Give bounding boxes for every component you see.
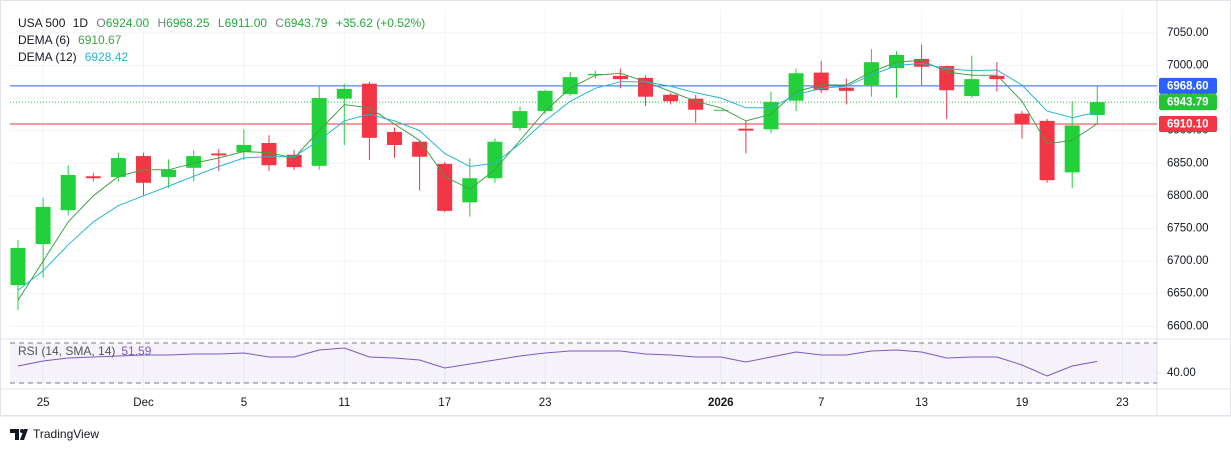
rsi-band-fill	[10, 343, 1157, 383]
candle-body	[487, 141, 503, 179]
x-tick-label: 2026	[708, 397, 734, 409]
candle-body	[763, 101, 779, 130]
legend-name: DEMA (6)	[18, 33, 70, 47]
candle-body	[35, 206, 51, 245]
candle-body	[1064, 125, 1080, 173]
candle-body	[587, 73, 603, 76]
legend-name: DEMA (12)	[18, 50, 77, 64]
legend-value: 6928.42	[85, 50, 129, 64]
price-tag-label: 6943.79	[1167, 97, 1209, 109]
legend-entry: DEMA (6) 6910.67	[18, 33, 122, 47]
x-tick-label: 19	[1016, 397, 1029, 409]
y-tick-label: 6800.00	[1167, 190, 1209, 202]
brand-logo	[20, 429, 24, 433]
y-tick-label: 7000.00	[1167, 59, 1209, 71]
candle-body	[1089, 102, 1105, 115]
candle-body	[863, 62, 879, 85]
candle-body	[311, 98, 327, 166]
ohlc-value: 6924.00	[106, 16, 150, 30]
x-tick-label: 11	[338, 397, 350, 409]
x-tick-label: 23	[1116, 397, 1129, 409]
candle-body	[1014, 113, 1030, 125]
candle-body	[738, 128, 754, 131]
candle-body	[261, 143, 277, 166]
brand-logo	[10, 429, 28, 440]
dema-line	[17, 59, 1098, 301]
symbol: USA 500	[18, 16, 66, 30]
grid	[0, 0, 1231, 417]
candle-body	[537, 90, 553, 112]
y-tick-label: 6750.00	[1167, 222, 1209, 234]
candle-body	[437, 163, 453, 211]
candle-body	[964, 79, 980, 97]
candle-body	[1039, 120, 1055, 181]
plot	[10, 44, 1157, 377]
x-tick-label: 25	[37, 397, 50, 409]
interval: 1D	[73, 16, 89, 30]
brand: TradingView	[10, 427, 99, 441]
price-tag-label: 6968.60	[1167, 80, 1209, 92]
ohlc-value: 6911.00	[225, 16, 268, 30]
candle-body	[612, 75, 628, 80]
candle-body	[10, 248, 26, 286]
ohlc-value: 6968.25	[166, 16, 210, 30]
x-tick-label: 17	[438, 397, 451, 409]
candle-body	[638, 77, 653, 97]
header: USA 500 1D O6924.00 H6968.25 L6911.00 C6…	[18, 16, 425, 30]
ohlc-label: C	[275, 16, 284, 30]
candle-body	[211, 153, 227, 156]
candle-body	[412, 141, 428, 157]
legend-value: 6910.67	[78, 33, 122, 47]
ohlc-label: O	[96, 16, 105, 30]
candle-body	[462, 178, 478, 203]
change: +35.62 (+0.52%)	[336, 16, 425, 30]
price-tag-label: 6910.10	[1167, 119, 1209, 131]
x-tick-label: 5	[241, 397, 247, 409]
candle-body	[60, 174, 76, 211]
x-tick-label: Dec	[133, 397, 154, 409]
rsi-name: RSI (14, SMA, 14)	[18, 344, 115, 358]
rsi-value: 51.59	[121, 344, 151, 358]
candle-body	[110, 158, 126, 177]
ohlc-label: H	[157, 16, 166, 30]
candle-body	[387, 131, 402, 145]
candle-body	[713, 109, 729, 111]
y-tick-label: 6650.00	[1167, 288, 1209, 300]
y-tick-label: 6850.00	[1167, 157, 1209, 169]
candle-body	[663, 94, 679, 102]
y-tick-label: 6600.00	[1167, 320, 1209, 332]
rsi-legend: RSI (14, SMA, 14) 51.59	[18, 344, 152, 358]
candle-body	[161, 169, 177, 177]
legend-entry: DEMA (12) 6928.42	[18, 50, 128, 64]
price-tag	[1159, 116, 1217, 133]
candle-body	[838, 87, 854, 91]
price-tag	[1159, 94, 1217, 111]
x-tick-label: 7	[818, 397, 824, 409]
candle-body	[989, 75, 1005, 80]
rsi-tick-label: 40.00	[1167, 367, 1196, 379]
x-tick-label: 23	[539, 397, 552, 409]
candle-body	[688, 98, 704, 110]
candle-body	[236, 144, 252, 153]
ohlc-value: 6943.79	[284, 16, 328, 30]
candle-body	[336, 88, 352, 99]
ohlc-label: L	[218, 16, 225, 30]
candle-body	[914, 58, 930, 67]
dema-line	[17, 62, 1098, 291]
candle-body	[361, 83, 377, 138]
y-tick-label: 6700.00	[1167, 255, 1209, 267]
candle-body	[512, 111, 528, 129]
candle-body	[186, 156, 202, 168]
y-tick-label: 7050.00	[1167, 27, 1209, 39]
candle-body	[562, 77, 578, 95]
candle-body	[286, 154, 302, 168]
x-tick-label: 13	[915, 397, 928, 409]
candle-body	[85, 176, 101, 179]
brand-name: TradingView	[33, 427, 99, 441]
rsi-line	[17, 347, 1098, 377]
price-tag	[1159, 77, 1217, 94]
